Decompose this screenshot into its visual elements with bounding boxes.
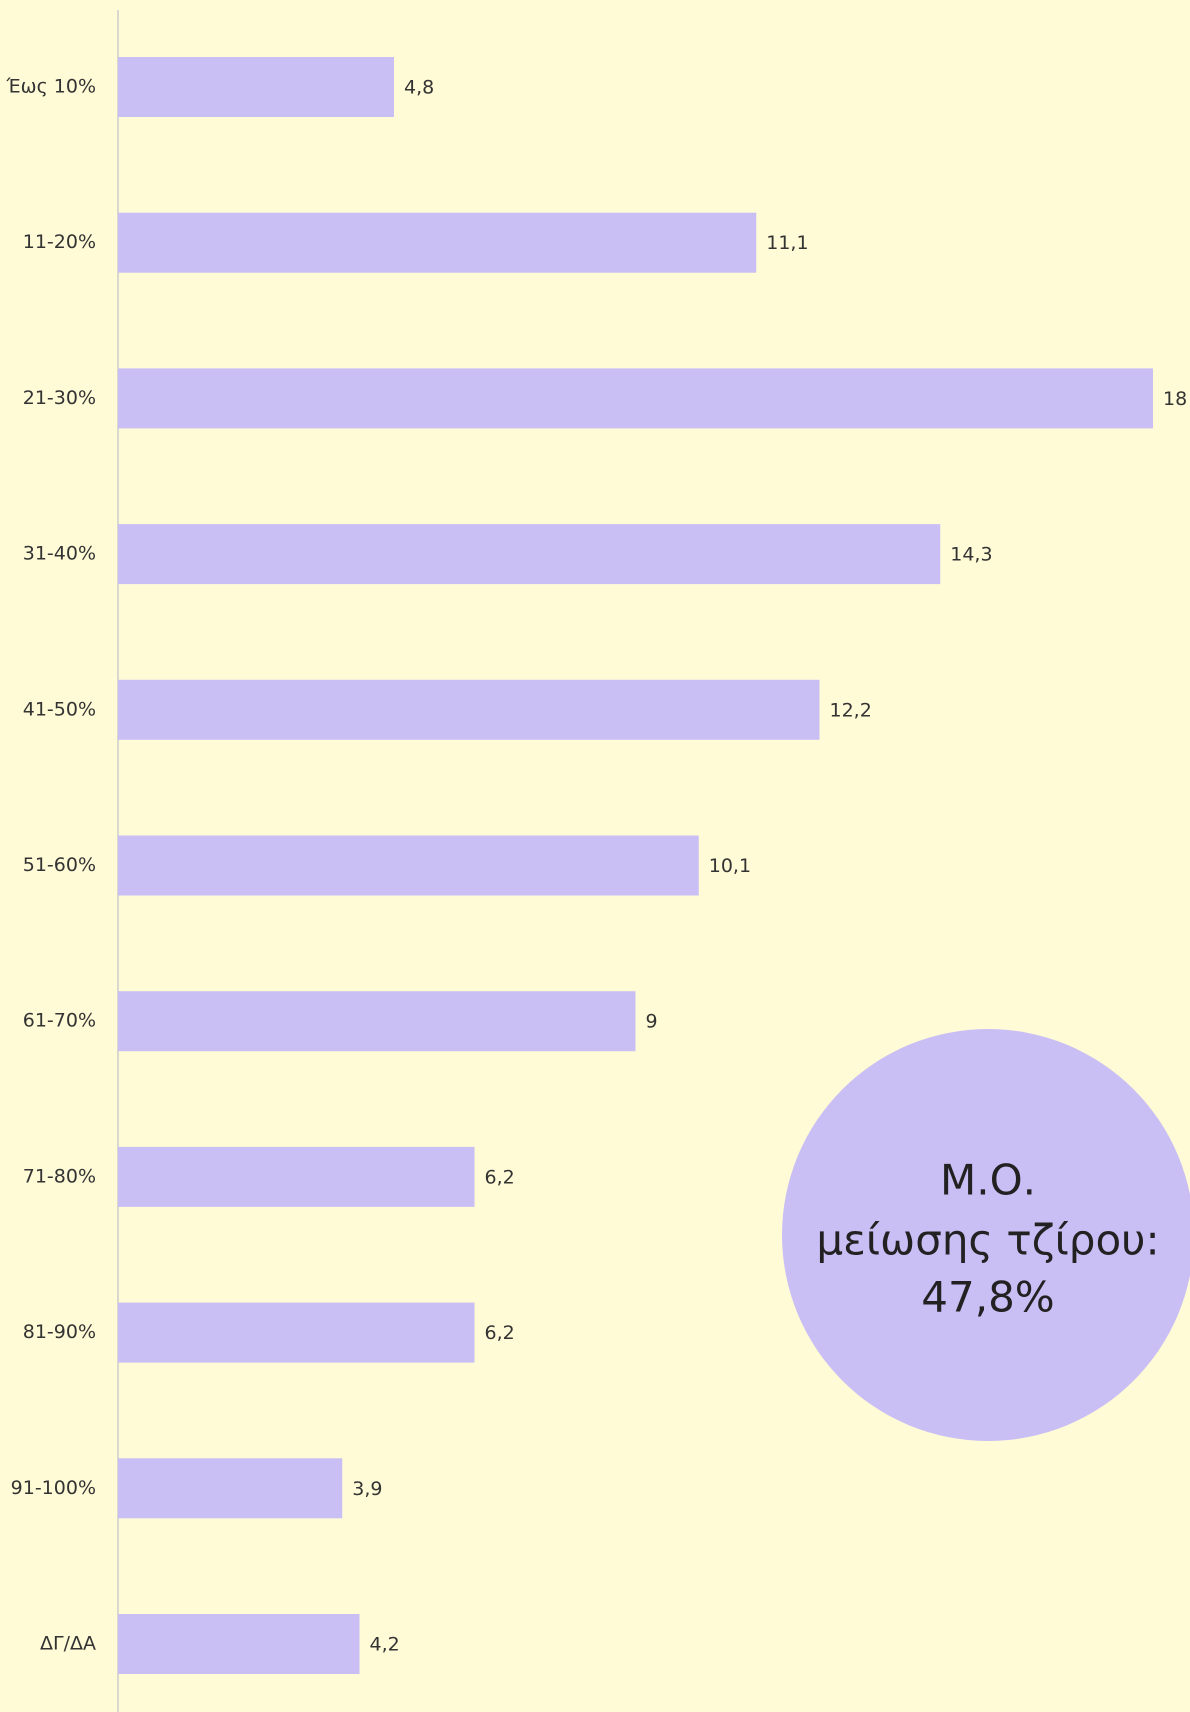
value-label: 18 xyxy=(1163,388,1187,410)
value-label: 4,2 xyxy=(370,1634,400,1656)
bar xyxy=(118,1146,475,1207)
value-label: 4,8 xyxy=(404,77,434,99)
bar xyxy=(118,1302,475,1363)
bar xyxy=(118,212,757,273)
category-label: 71-80% xyxy=(23,1165,96,1187)
bar xyxy=(118,368,1153,429)
value-label: 11,1 xyxy=(766,232,808,254)
value-label: 9 xyxy=(646,1011,658,1033)
bar xyxy=(118,835,699,896)
category-label: 41-50% xyxy=(23,698,96,720)
bar xyxy=(118,1614,360,1674)
bar xyxy=(118,1458,343,1519)
category-label: 81-90% xyxy=(23,1321,96,1343)
value-label: 12,2 xyxy=(830,699,872,721)
value-label: 14,3 xyxy=(950,544,992,566)
annotation-text: μείωσης τζίρου: xyxy=(816,1216,1159,1265)
category-label: 51-60% xyxy=(23,854,96,876)
category-label: ΔΓ/ΔΑ xyxy=(40,1633,96,1655)
bar xyxy=(118,991,636,1052)
category-label: 91-100% xyxy=(11,1477,96,1499)
value-label: 6,2 xyxy=(485,1322,515,1344)
category-label: 21-30% xyxy=(23,387,96,409)
annotation-circle xyxy=(782,1029,1190,1441)
value-label: 10,1 xyxy=(709,855,751,877)
category-label: 11-20% xyxy=(23,231,96,253)
bar xyxy=(118,524,941,585)
category-label: 61-70% xyxy=(23,1010,96,1032)
bar xyxy=(118,57,394,117)
bar xyxy=(118,679,820,740)
value-label: 3,9 xyxy=(352,1478,382,1500)
annotation-text: Μ.Ο. xyxy=(940,1156,1036,1205)
category-label: Έως 10% xyxy=(5,76,96,98)
category-label: 31-40% xyxy=(23,543,96,565)
value-label: 6,2 xyxy=(485,1166,515,1188)
annotation-text: 47,8% xyxy=(921,1273,1054,1322)
